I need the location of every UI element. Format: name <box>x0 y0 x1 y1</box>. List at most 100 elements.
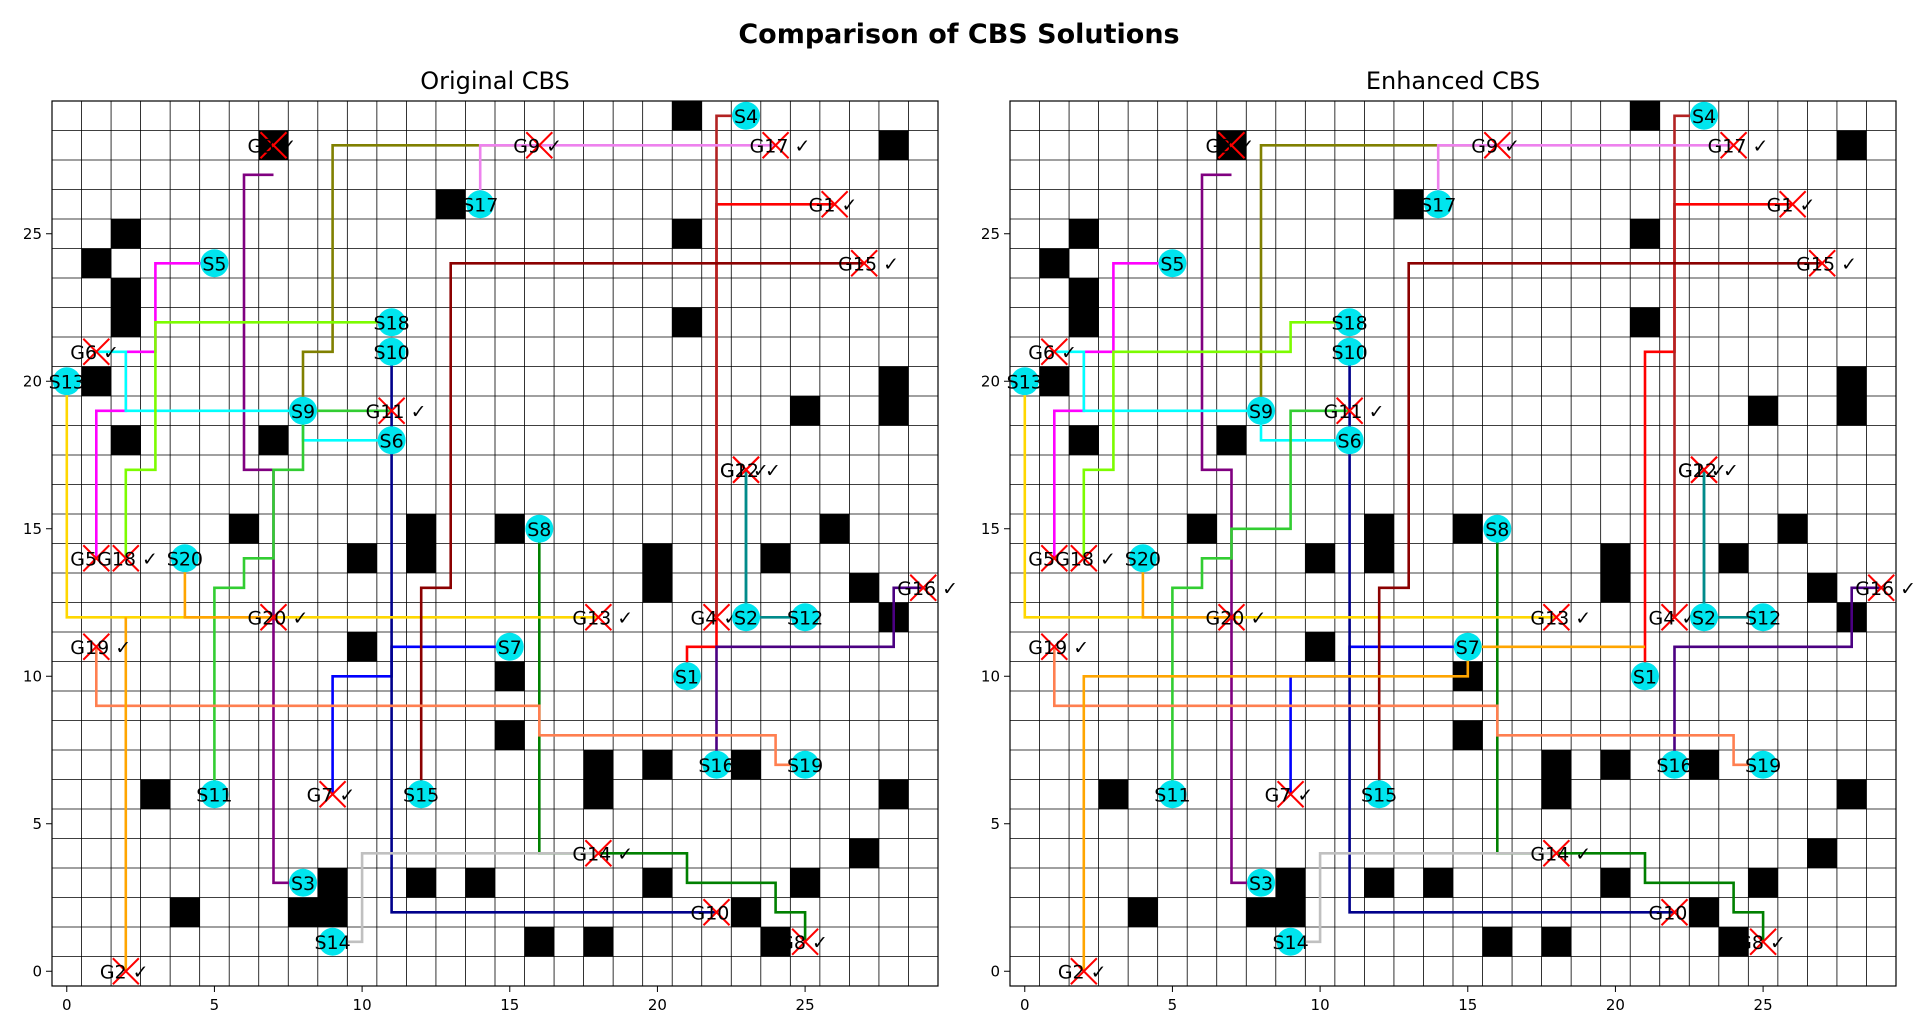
start-circle <box>170 544 199 573</box>
start-label: S17 <box>462 194 498 216</box>
path-agent-14 <box>332 851 599 944</box>
obstacle-cell <box>1600 543 1631 573</box>
obstacle-cell <box>849 838 879 868</box>
obstacle-cell <box>81 366 112 396</box>
start-label: S3 <box>291 873 315 895</box>
x-tick-label: 15 <box>500 996 519 1014</box>
obstacle-cell <box>1128 897 1158 927</box>
path-agent-15 <box>419 261 865 795</box>
x-tick-label: 10 <box>353 996 372 1014</box>
start-label: S1 <box>675 666 699 688</box>
goal-cross <box>1217 603 1246 631</box>
obstacle-cell <box>1600 750 1631 780</box>
obstacle-cell <box>81 248 112 278</box>
figure-title: Comparison of CBS Solutions <box>738 19 1179 50</box>
start-circle <box>407 780 436 809</box>
start-circle <box>1158 249 1187 278</box>
obstacle-cell <box>1069 219 1099 249</box>
start-label: S19 <box>787 755 823 777</box>
obstacle-cell <box>170 897 200 927</box>
obstacle-cell <box>1305 632 1335 662</box>
start-label: S16 <box>1656 755 1692 777</box>
y-tick-label: 0 <box>990 962 1000 980</box>
goal-label: G9 ✓ <box>1471 135 1520 157</box>
start-circle <box>525 514 554 543</box>
start-circle <box>200 249 229 278</box>
start-label: S17 <box>1420 194 1456 216</box>
y-tick-label: 0 <box>32 962 42 980</box>
obstacle-cell <box>1630 101 1660 131</box>
obstacle-cell <box>1807 573 1837 603</box>
goal-labels: G1 ✓ G2 ✓ G3 ✓ G4 ✓ G5G18 ✓ G6 ✓ G7 ✓ G8 ✓ G9 ✓ G… <box>1028 135 1916 983</box>
start-circle <box>1690 101 1719 130</box>
obstacle-cell <box>1689 897 1719 927</box>
obstacle-cell <box>1718 927 1749 957</box>
start-label: S4 <box>734 106 758 128</box>
obstacle-cell <box>1600 868 1631 898</box>
goal-cross <box>761 131 790 159</box>
y-tick-label: 25 <box>23 225 42 243</box>
y-tick-label: 10 <box>981 667 1000 685</box>
goal-cross <box>1542 839 1571 867</box>
obstacle-cell <box>1600 573 1631 603</box>
goal-cross <box>1808 249 1836 277</box>
obstacle-cell <box>672 307 702 337</box>
goal-label: G3 ✓ <box>1206 135 1255 157</box>
obstacle-cell <box>642 573 673 603</box>
x-tick-label: 25 <box>1754 996 1773 1014</box>
start-label: S6 <box>1338 430 1362 452</box>
obstacle-cell <box>1098 779 1129 809</box>
goal-cross <box>1070 957 1098 985</box>
start-label: S1 <box>1633 666 1657 688</box>
obstacle-cell <box>406 514 436 544</box>
start-circle <box>1749 750 1778 779</box>
goal-label: G5G18 ✓ <box>70 548 158 570</box>
start-circle <box>1690 603 1719 632</box>
goal-label: G14 ✓ <box>1530 843 1591 865</box>
path-agent-3 <box>242 173 303 885</box>
goal-cross <box>377 397 406 425</box>
goal-cross <box>82 633 111 661</box>
start-circle <box>1749 603 1778 632</box>
goal-cross <box>702 603 731 631</box>
obstacle-cell <box>790 868 820 898</box>
goal-label: G2 ✓ <box>100 961 149 983</box>
axes-frame <box>1009 100 1897 987</box>
obstacle-cell <box>1541 750 1572 780</box>
goal-label: G11 ✓ <box>366 401 427 423</box>
goal-labels: G1 ✓ G2 ✓ G3 ✓ G4 ✓ G5G18 ✓ G6 ✓ G7 ✓ G8 ✓ G9 ✓ G… <box>70 135 958 983</box>
start-label: S3 <box>1249 873 1273 895</box>
start-label: S11 <box>196 784 232 806</box>
paths-layer <box>1023 114 1882 972</box>
goal-label: G12 ✓ <box>720 460 781 482</box>
obstacle-cell <box>495 514 525 544</box>
obstacle-cell <box>878 396 909 426</box>
start-circle <box>1335 337 1364 366</box>
path-agent-20 <box>1141 558 1232 619</box>
obstacle-cell <box>1246 897 1276 927</box>
obstacle-cell <box>672 101 702 131</box>
goal-label: G2 ✓ <box>1678 460 1727 482</box>
goal-label: G1 ✓ <box>809 194 858 216</box>
start-label: S5 <box>202 253 226 275</box>
start-label: S2 <box>734 607 758 629</box>
start-label: S10 <box>1332 342 1368 364</box>
x-tick-label: 20 <box>648 996 667 1014</box>
start-label: S18 <box>1332 312 1368 334</box>
start-circle <box>1010 367 1039 396</box>
goal-cross <box>1040 544 1069 572</box>
goal-cross <box>584 603 613 631</box>
goal-cross <box>820 190 849 218</box>
goal-label: G8 ✓ <box>779 932 828 954</box>
obstacle-cell <box>790 396 820 426</box>
start-label: S12 <box>1745 607 1781 629</box>
obstacle-cell <box>1393 189 1424 219</box>
obstacle-cell <box>642 868 673 898</box>
goal-cross <box>1276 780 1305 808</box>
obstacle-cell <box>1305 543 1335 573</box>
path-agent-14 <box>1290 851 1557 944</box>
x-tick-label: 20 <box>1606 996 1625 1014</box>
start-circle <box>702 750 731 779</box>
goal-label: G2 ✓ <box>1058 961 1107 983</box>
